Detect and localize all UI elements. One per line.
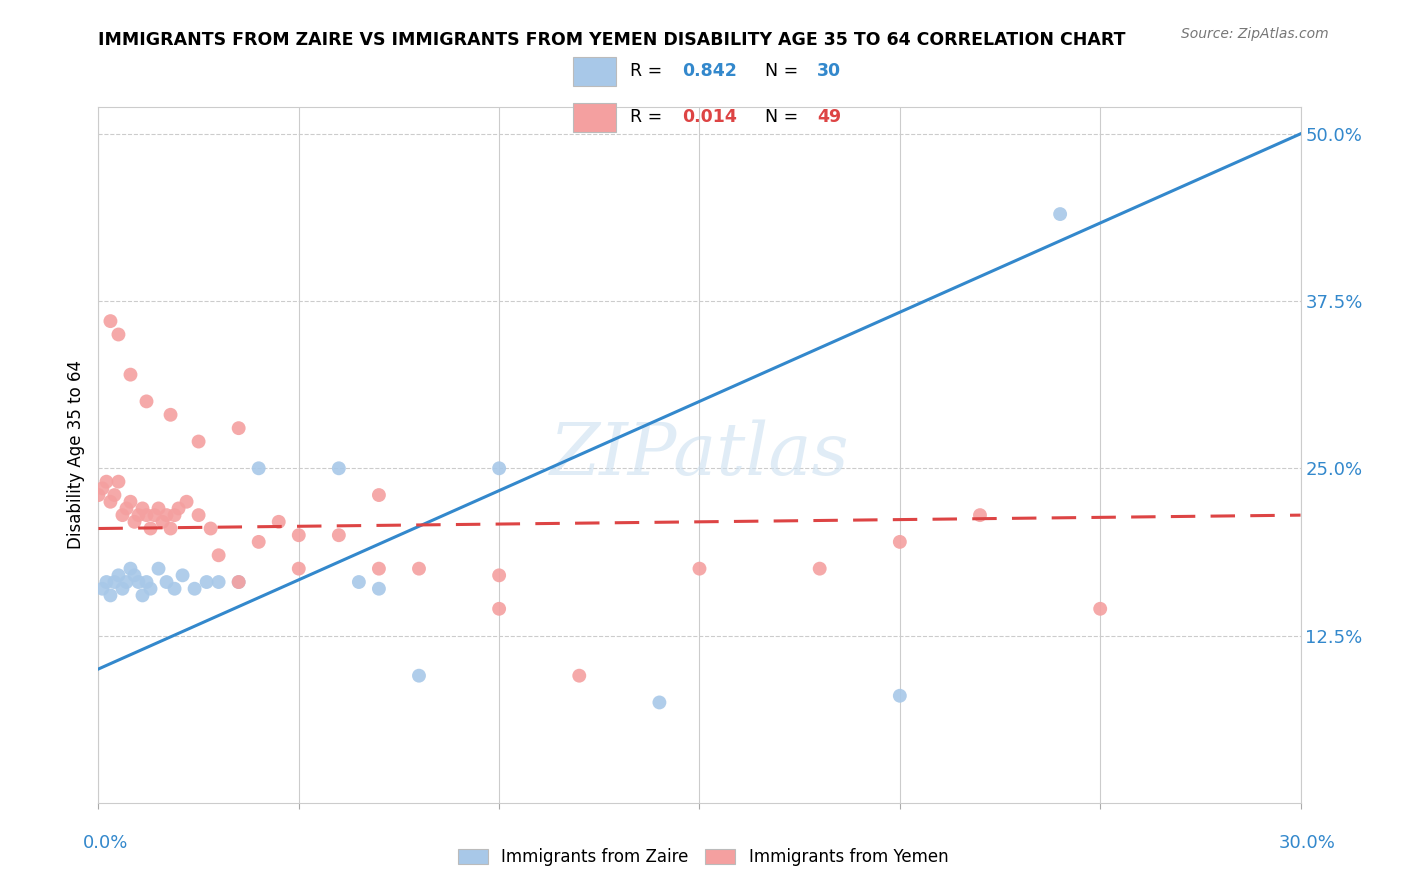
Point [889,689,911,703]
Point [267,515,290,529]
Point [87,488,110,502]
Point [1088,602,1111,616]
Point [131,501,153,516]
Point [135,394,157,409]
Point [91,482,114,496]
Text: 0.0%: 0.0% [83,834,128,852]
Point [128,575,150,590]
Point [488,461,510,475]
Point [183,582,205,596]
Point [139,521,162,535]
Point [368,562,391,576]
Point [111,508,134,523]
Point [159,408,181,422]
Point [368,488,391,502]
Point [969,508,991,523]
Point [347,575,370,590]
Point [328,528,350,542]
Point [228,575,250,590]
Text: ZIPatlas: ZIPatlas [550,419,849,491]
Y-axis label: Disability Age 35 to 64: Disability Age 35 to 64 [67,360,86,549]
Point [111,582,134,596]
Point [368,582,391,596]
Point [100,589,122,603]
Point [139,582,162,596]
Point [568,669,591,683]
Point [288,562,311,576]
Point [120,562,142,576]
Point [228,575,250,590]
Point [135,575,157,590]
Point [131,589,153,603]
Point [135,508,157,523]
Point [159,521,181,535]
Point [247,461,270,475]
Point [689,562,711,576]
Bar [572,103,616,132]
Text: 0.014: 0.014 [682,108,737,126]
Point [200,521,222,535]
Point [100,494,122,508]
Point [889,535,911,549]
Point [115,501,138,516]
Point [187,434,209,449]
Text: 30: 30 [817,62,841,79]
Point [247,535,270,549]
Point [288,528,311,542]
Point [488,602,510,616]
Point [107,568,129,582]
Point [107,475,129,489]
Point [195,575,218,590]
Text: 49: 49 [817,108,841,126]
Point [103,575,125,590]
Text: R =: R = [630,108,668,126]
Point [120,368,142,382]
Point [107,327,129,342]
Point [172,568,194,582]
Text: N =: N = [765,62,804,79]
Text: IMMIGRANTS FROM ZAIRE VS IMMIGRANTS FROM YEMEN DISABILITY AGE 35 TO 64 CORRELATI: IMMIGRANTS FROM ZAIRE VS IMMIGRANTS FROM… [98,31,1126,49]
Point [208,548,231,563]
Point [408,669,430,683]
Point [115,575,138,590]
Point [488,568,510,582]
Point [808,562,831,576]
Point [187,508,209,523]
Point [155,508,177,523]
Point [163,582,186,596]
Point [155,575,177,590]
Point [96,475,118,489]
Point [167,501,190,516]
Point [128,508,150,523]
Text: 30.0%: 30.0% [1279,834,1336,852]
Point [208,575,231,590]
Text: 0.842: 0.842 [682,62,737,79]
Point [163,508,186,523]
Point [648,696,671,710]
Point [120,494,142,508]
Text: R =: R = [630,62,668,79]
Point [103,488,125,502]
Point [152,515,174,529]
Point [100,314,122,328]
Text: Source: ZipAtlas.com: Source: ZipAtlas.com [1181,27,1329,41]
Point [228,421,250,435]
Legend: Immigrants from Zaire, Immigrants from Yemen: Immigrants from Zaire, Immigrants from Y… [451,842,955,873]
Point [1049,207,1071,221]
Point [143,508,166,523]
Point [124,515,146,529]
Point [148,562,170,576]
Point [408,562,430,576]
Point [91,582,114,596]
Point [96,575,118,590]
Point [124,568,146,582]
Point [176,494,198,508]
Point [148,501,170,516]
Text: N =: N = [765,108,804,126]
Bar [572,57,616,86]
Point [328,461,350,475]
